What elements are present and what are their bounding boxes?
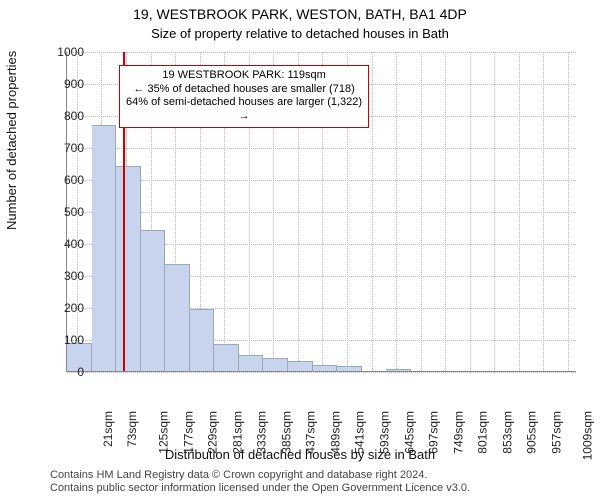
x-tick-label: 385sqm: [280, 411, 294, 454]
bar: [239, 355, 264, 371]
y-tick-label: 900: [44, 77, 84, 91]
footer-line-1: Contains HM Land Registry data © Crown c…: [50, 469, 470, 483]
x-tick-label: 437sqm: [304, 411, 318, 454]
annotation-line-3: 64% of semi-detached houses are larger (…: [126, 96, 362, 124]
bar: [337, 366, 362, 371]
y-tick-label: 200: [44, 301, 84, 315]
x-tick-label: 905sqm: [525, 411, 539, 454]
x-tick-label: 645sqm: [402, 411, 416, 454]
y-tick-label: 300: [44, 269, 84, 283]
x-tick-label: 801sqm: [476, 411, 490, 454]
y-tick-label: 500: [44, 205, 84, 219]
y-axis-label: Number of detached properties: [4, 51, 19, 230]
x-tick-label: 1009sqm: [581, 411, 595, 460]
y-tick-label: 600: [44, 173, 84, 187]
gridline-v: [396, 52, 397, 371]
y-tick-label: 1000: [44, 45, 84, 59]
gridline-v: [568, 52, 569, 371]
y-tick-label: 800: [44, 109, 84, 123]
x-tick-label: 21sqm: [101, 411, 115, 447]
x-tick-label: 749sqm: [451, 411, 465, 454]
bar: [386, 369, 411, 371]
x-tick-label: 229sqm: [206, 411, 220, 454]
x-tick-label: 333sqm: [255, 411, 269, 454]
annotation-line-2: ← 35% of detached houses are smaller (71…: [126, 83, 362, 97]
bar: [214, 344, 239, 371]
y-tick-label: 0: [44, 365, 84, 379]
x-tick-label: 177sqm: [181, 411, 195, 454]
y-tick-label: 700: [44, 141, 84, 155]
chart-subtitle: Size of property relative to detached ho…: [0, 26, 600, 41]
x-tick-label: 489sqm: [329, 411, 343, 454]
footer-line-2: Contains public sector information licen…: [50, 482, 470, 496]
bar: [141, 230, 166, 371]
bar: [263, 358, 288, 371]
bar: [190, 309, 215, 371]
x-tick-label: 853sqm: [501, 411, 515, 454]
x-tick-label: 957sqm: [550, 411, 564, 454]
property-size-chart: 19, WESTBROOK PARK, WESTON, BATH, BA1 4D…: [0, 0, 600, 500]
gridline-v: [470, 52, 471, 371]
bar: [313, 365, 338, 371]
annotation-box: 19 WESTBROOK PARK: 119sqm← 35% of detach…: [119, 65, 369, 128]
gridline-v: [519, 52, 520, 371]
plot-area: 19 WESTBROOK PARK: 119sqm← 35% of detach…: [66, 52, 576, 372]
y-tick-label: 400: [44, 237, 84, 251]
bar: [92, 125, 117, 371]
annotation-line-1: 19 WESTBROOK PARK: 119sqm: [126, 69, 362, 83]
x-tick-label: 125sqm: [157, 411, 171, 454]
x-tick-label: 697sqm: [427, 411, 441, 454]
y-tick-label: 100: [44, 333, 84, 347]
bar: [288, 361, 313, 371]
gridline-v: [494, 52, 495, 371]
bar: [165, 264, 190, 371]
gridline-v: [445, 52, 446, 371]
bar: [116, 166, 141, 371]
x-tick-label: 73sqm: [126, 411, 140, 447]
gridline-v: [543, 52, 544, 371]
gridline-h: [67, 372, 576, 373]
x-tick-label: 281sqm: [230, 411, 244, 454]
footer-attribution: Contains HM Land Registry data © Crown c…: [50, 469, 470, 497]
gridline-v: [421, 52, 422, 371]
gridline-v: [372, 52, 373, 371]
x-tick-label: 593sqm: [378, 411, 392, 454]
x-tick-label: 541sqm: [353, 411, 367, 454]
chart-title: 19, WESTBROOK PARK, WESTON, BATH, BA1 4D…: [0, 6, 600, 22]
